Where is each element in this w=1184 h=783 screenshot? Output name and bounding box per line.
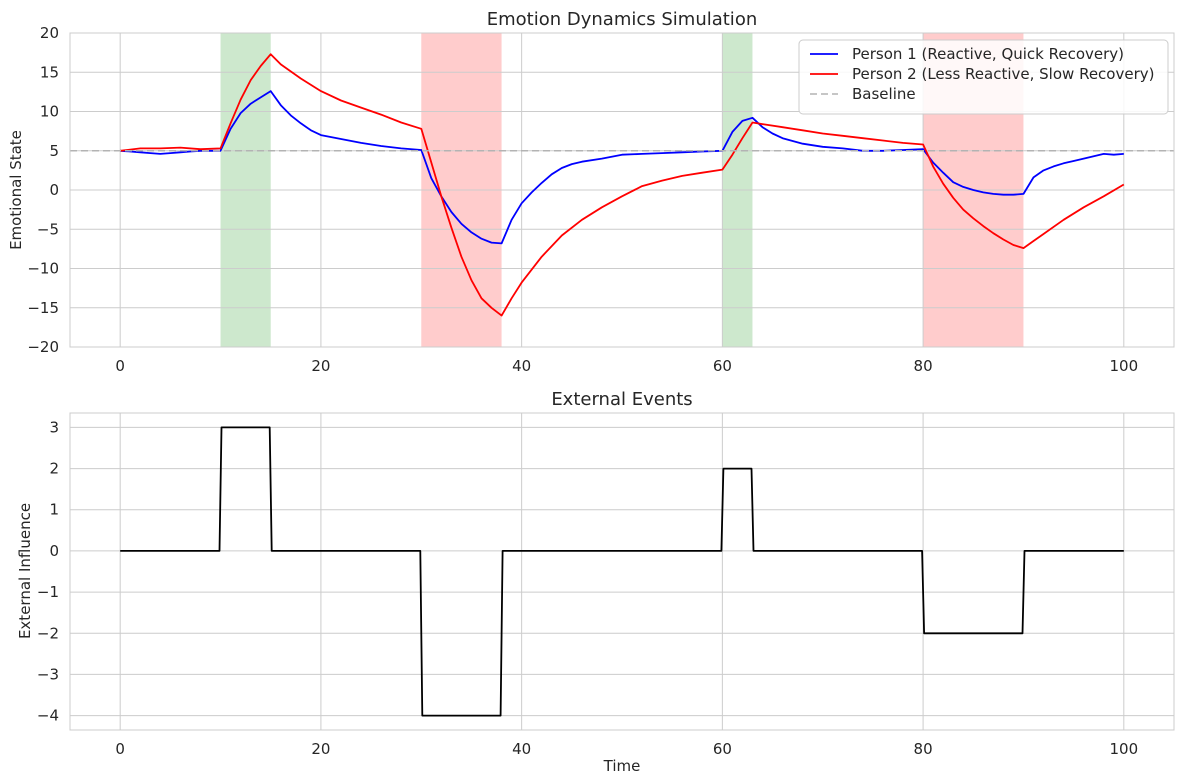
plot-frame — [69, 32, 1175, 348]
y-tick-label: 3 — [49, 418, 59, 436]
x-tick-label: 100 — [1109, 357, 1138, 375]
y-axis-label: External Influence — [16, 503, 34, 639]
legend-box — [798, 39, 1169, 115]
x-tick-labels: 0 20 40 60 80 100 — [115, 740, 1138, 758]
x-tick-label: 80 — [914, 357, 933, 375]
x-tick-label: 60 — [713, 740, 732, 758]
plot-frame — [69, 412, 1175, 731]
legend-entry: Baseline — [852, 85, 916, 103]
chart-title: Emotion Dynamics Simulation — [487, 9, 757, 30]
x-tick-label: 40 — [512, 357, 531, 375]
y-tick-label: −5 — [37, 220, 59, 238]
x-tick-label: 20 — [311, 357, 330, 375]
y-tick-label: 20 — [40, 24, 59, 42]
emotion-dynamics-panel: 0 20 40 60 80 100 −20 −15 −10 −5 0 5 10 15 20 Emotion… — [7, 9, 1175, 375]
x-tick-label: 0 — [115, 740, 125, 758]
y-tick-labels: −20 −15 −10 −5 0 5 10 15 20 — [27, 24, 59, 356]
x-tick-label: 80 — [914, 740, 933, 758]
legend-entry: Person 2 (Less Reactive, Slow Recovery) — [852, 65, 1154, 83]
legend-entry: Person 1 (Reactive, Quick Recovery) — [852, 45, 1124, 63]
person-2-less-reactive-slow-recovery-line — [120, 53, 1125, 317]
series-lines — [70, 53, 1174, 317]
y-tick-label: 2 — [49, 460, 59, 478]
y-tick-label: −1 — [37, 583, 59, 601]
y-axis-label: Emotional State — [7, 130, 25, 250]
x-axis-label: Time — [603, 757, 641, 775]
x-tick-label: 60 — [713, 357, 732, 375]
y-tick-label: 0 — [49, 542, 59, 560]
external-events-panel: 0 20 40 60 80 100 −4 −3 −2 −1 0 1 2 3 External Event… — [16, 389, 1175, 775]
y-tick-label: 1 — [49, 501, 59, 519]
x-tick-label: 0 — [115, 357, 125, 375]
y-tick-label: −3 — [37, 665, 59, 683]
y-tick-label: −20 — [27, 338, 59, 356]
y-tick-label: 0 — [49, 181, 59, 199]
y-tick-label: −4 — [37, 707, 59, 725]
x-tick-labels: 0 20 40 60 80 100 — [115, 357, 1138, 375]
chart-title: External Events — [551, 389, 692, 410]
y-tick-label: 15 — [40, 63, 59, 81]
y-tick-label: −2 — [37, 624, 59, 642]
y-tick-labels: −4 −3 −2 −1 0 1 2 3 — [37, 418, 59, 724]
y-tick-label: 10 — [40, 103, 59, 121]
person-1-reactive-quick-recovery-line — [120, 90, 1124, 245]
plot-area-background — [70, 413, 1174, 730]
series-0-line — [120, 426, 1124, 717]
x-tick-label: 20 — [311, 740, 330, 758]
y-tick-label: −15 — [27, 299, 59, 317]
y-tick-label: −10 — [27, 260, 59, 278]
y-tick-label: 5 — [49, 142, 59, 160]
x-tick-label: 40 — [512, 740, 531, 758]
x-tick-label: 100 — [1109, 740, 1138, 758]
series-lines — [120, 426, 1124, 717]
legend: Person 1 (Reactive, Quick Recovery) Perso… — [798, 39, 1169, 115]
